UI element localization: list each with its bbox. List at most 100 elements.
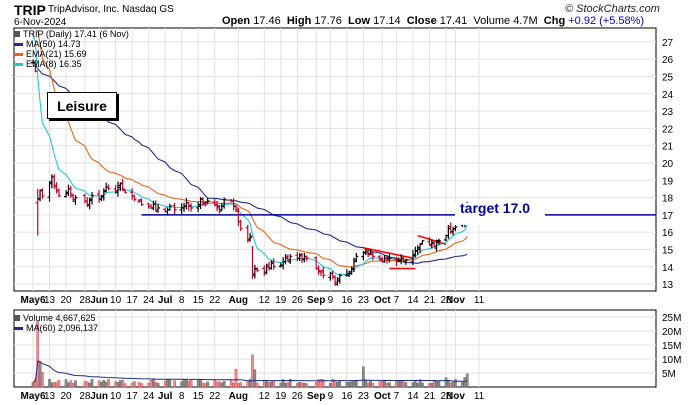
volume-bar [305, 383, 309, 388]
volume-bar [298, 382, 301, 388]
x-tick-label-volume: 10 [110, 391, 122, 402]
x-tick-label-volume: 24 [143, 391, 155, 402]
target-label-bg [455, 202, 545, 225]
x-tick-label-volume: Oct [374, 391, 391, 402]
x-tick-label-volume: May6 [20, 391, 45, 402]
volume-bar [38, 362, 42, 388]
legend-price: TRIP (Daily) 17.41 (6 Nov) [23, 29, 129, 39]
company-name: TripAdvisor, Inc. Nasdaq GS [48, 4, 174, 15]
price-tick-label: 17 [662, 211, 674, 222]
close-value: 17.41 [439, 15, 468, 27]
x-tick-label: Nov [446, 295, 465, 306]
volume-bar [437, 380, 441, 388]
volume-bar [50, 382, 54, 388]
volume-bar [364, 379, 368, 388]
x-tick-label-volume: 12 [259, 391, 271, 402]
volume-bar [133, 381, 136, 388]
volume-bar [296, 383, 299, 388]
ticker-symbol: TRIP [14, 2, 46, 18]
close-label: Close [406, 15, 437, 27]
price-tick-label: 23 [662, 107, 674, 118]
volume-bar [218, 381, 221, 388]
volume-bar [187, 380, 191, 388]
volume-bar [333, 380, 337, 388]
volume-bar [74, 380, 77, 388]
volume-bar [286, 382, 290, 388]
volume-bar [102, 380, 106, 388]
volume-bar [67, 382, 70, 388]
x-tick-label: 12 [259, 295, 271, 306]
x-tick-label: 26 [292, 295, 304, 306]
volume-bar [173, 380, 176, 388]
volume-bar [253, 369, 257, 388]
volume-bar [350, 381, 353, 388]
x-tick-label: 14 [407, 295, 419, 306]
legend-vol-ma-row: MA(60) 2,096,137 [14, 323, 98, 333]
volume-bar [156, 383, 160, 388]
volume-bar [41, 372, 44, 388]
price-tick-label: 22 [662, 124, 674, 135]
x-tick-label-volume: 21 [424, 391, 436, 402]
volume-bar [449, 382, 453, 388]
x-tick-label: 22 [209, 295, 221, 306]
x-tick-label: Jun [90, 295, 108, 306]
volume-bar [383, 379, 386, 388]
volume-bar [414, 380, 417, 388]
price-legend: TRIP (Daily) 17.41 (6 Nov) MA(50) 14.73 … [14, 29, 129, 69]
volume-bar [196, 380, 200, 388]
volume-bar [255, 382, 259, 388]
price-tick-label: 13 [662, 280, 674, 291]
ohlc-readout: Open 17.46 High 17.76 Low 17.14 Close 17… [222, 15, 644, 27]
legend-volume-row: Volume 4,667,625 [14, 313, 98, 323]
ma50-swatch [14, 42, 23, 46]
ema8-swatch [14, 62, 23, 66]
volume-bar [321, 379, 325, 388]
x-tick-label-volume: 20 [60, 391, 72, 402]
legend-vol-ma: MA(60) 2,096,137 [26, 323, 99, 333]
chart-date: 6-Nov-2024 [14, 17, 67, 28]
volume-bar [430, 382, 434, 388]
legend-ema8-row: EMA(8) 16.35 [14, 59, 129, 69]
volume-bar [329, 383, 332, 388]
x-tick-label: Sep [307, 295, 325, 306]
volume-bar [203, 383, 207, 388]
legend-ema21: EMA(21) 15.69 [26, 49, 87, 59]
volume-bar [189, 379, 193, 388]
price-tick-label: 27 [662, 38, 674, 49]
volume-bar [119, 380, 122, 388]
volume-bar [336, 381, 339, 388]
x-tick-label-volume: 8 [179, 391, 185, 402]
volume-bar [428, 383, 431, 388]
x-tick-label: 8 [179, 295, 185, 306]
price-tick-label: 21 [662, 142, 674, 153]
volume-bar [121, 379, 124, 388]
x-tick-label-volume: Nov [446, 391, 465, 402]
volume-bar [369, 380, 372, 388]
volume-bar [69, 380, 73, 388]
volume-bar [97, 380, 101, 388]
x-tick-label-volume: 16 [341, 391, 353, 402]
x-tick-label: May6 [20, 295, 45, 306]
volume-bar [355, 380, 358, 388]
x-tick-label-volume: 23 [358, 391, 370, 402]
volume-bar [137, 382, 141, 388]
volume-bar [52, 382, 56, 388]
legend-ma50: MA(50) 14.73 [26, 39, 81, 49]
volume-bar [416, 383, 419, 388]
volume-bar [267, 381, 271, 388]
volume-bar [347, 381, 351, 388]
vol-ma-swatch [14, 326, 23, 330]
volume-bar [239, 382, 242, 388]
volume-bar [388, 382, 391, 388]
volume-bar [100, 381, 103, 388]
volume-bar [237, 383, 240, 388]
x-tick-label-volume: 11 [474, 391, 485, 402]
volume-bar [314, 382, 318, 388]
x-tick-label: Jul [158, 295, 173, 306]
chg-value: +0.92 (+5.58%) [568, 15, 645, 27]
volume-bar [180, 381, 183, 388]
volume-bar [104, 381, 108, 388]
price-tick-label: 25 [662, 72, 674, 83]
volume-bar [168, 379, 172, 388]
